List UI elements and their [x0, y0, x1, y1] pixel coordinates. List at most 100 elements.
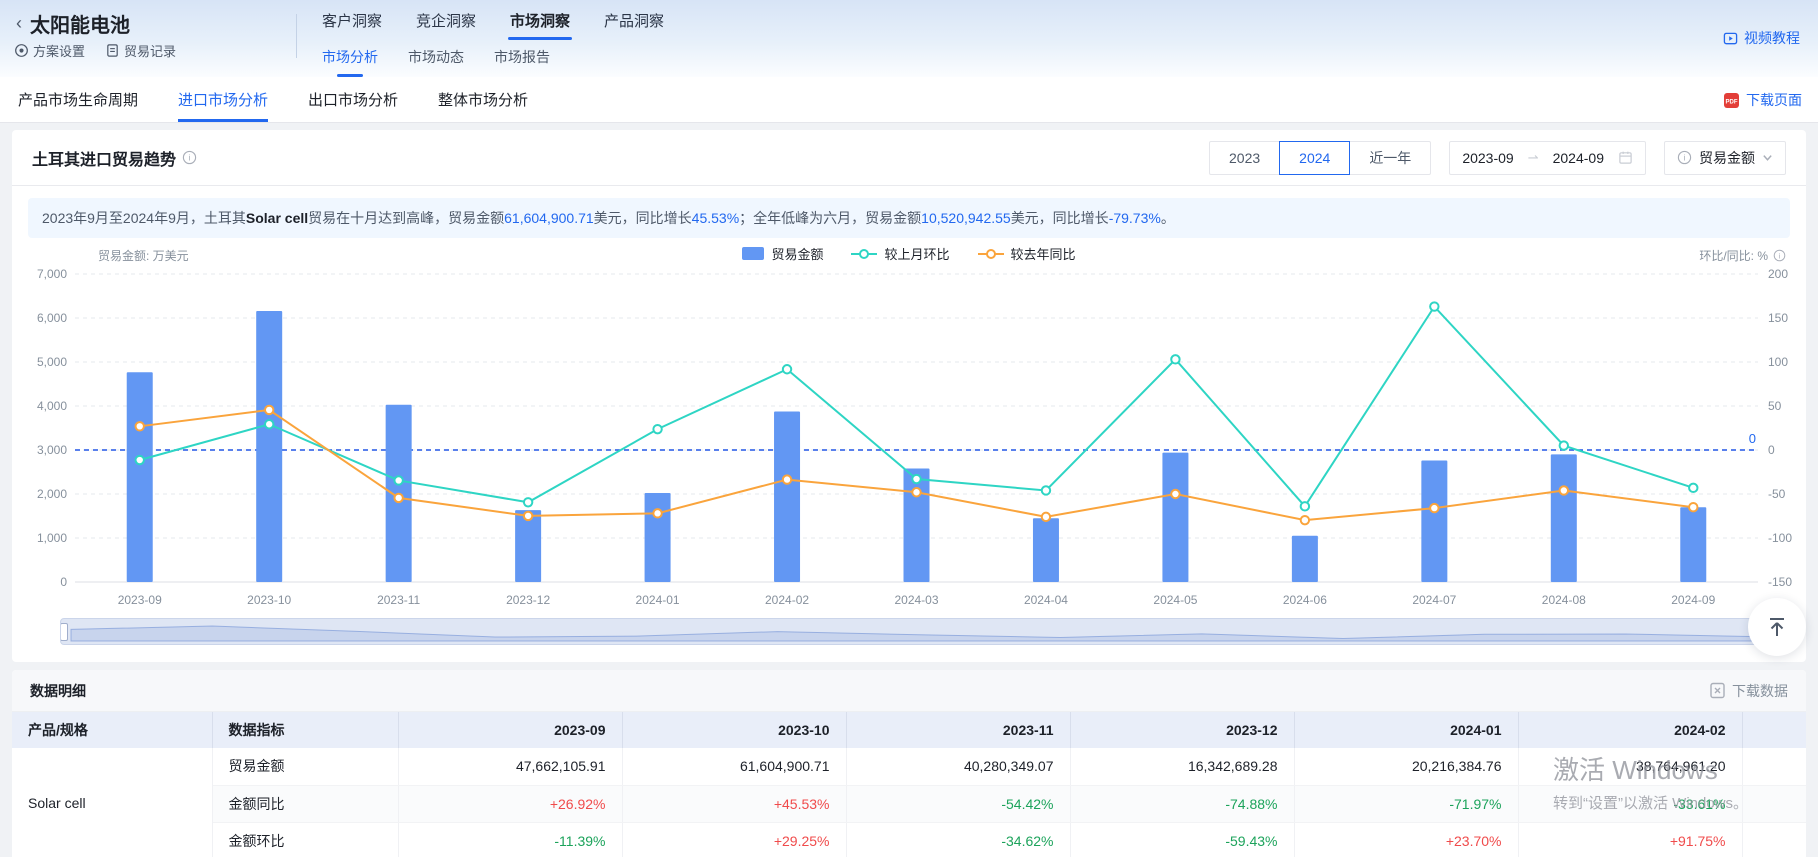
yoy-point[interactable]	[1171, 490, 1179, 498]
scheme-settings-button[interactable]: 方案设置	[14, 41, 85, 60]
mom-point[interactable]	[394, 476, 402, 484]
trade-amount-bar[interactable]	[1162, 453, 1188, 582]
svg-text:PDF: PDF	[1726, 99, 1738, 105]
mom-point[interactable]	[783, 365, 791, 373]
yoy-point[interactable]	[1689, 503, 1697, 511]
col-product-spec[interactable]: 产品/规格	[12, 712, 212, 748]
trade-records-button[interactable]: 贸易记录	[105, 41, 176, 60]
tab-competitor-insight[interactable]: 竞企洞察	[414, 6, 478, 40]
yoy-point[interactable]	[1301, 516, 1309, 524]
year-2024-button[interactable]: 2024	[1279, 141, 1350, 175]
mom-point[interactable]	[524, 498, 532, 506]
tab-market-insight[interactable]: 市场洞察	[508, 6, 572, 40]
chevron-down-icon	[1762, 152, 1773, 163]
trade-amount-bar[interactable]	[1551, 454, 1577, 582]
col-month[interactable]: 2023-11	[846, 712, 1070, 748]
trade-amount-bar[interactable]	[127, 372, 153, 582]
date-range-picker[interactable]: 2023-09 ⇀ 2024-09	[1449, 141, 1646, 175]
table-row: 金额同比+26.92%+45.53%-54.42%-74.88%-71.97%-…	[12, 785, 1806, 822]
mom-point[interactable]	[653, 425, 661, 433]
nav-product-lifecycle[interactable]: 产品市场生命周期	[18, 77, 138, 122]
yoy-point[interactable]	[653, 509, 661, 517]
col-month[interactable]: 2024-01	[1294, 712, 1518, 748]
mom-point[interactable]	[912, 475, 920, 483]
tab-product-insight[interactable]: 产品洞察	[602, 6, 666, 40]
trade-amount-bar[interactable]	[1421, 461, 1447, 582]
trade-amount-bar[interactable]	[1033, 518, 1059, 582]
x-axis-label: 2024-06	[1283, 593, 1327, 607]
trade-trend-chart[interactable]: 7,0002006,0001505,0001004,000503,00002,0…	[12, 266, 1806, 612]
nav-import-market-analysis[interactable]: 进口市场分析	[178, 77, 268, 122]
mom-point[interactable]	[136, 456, 144, 464]
metric-dropdown-value: 贸易金额	[1699, 148, 1755, 168]
year-button-group: 2023 2024 近一年	[1209, 141, 1431, 175]
yoy-point[interactable]	[394, 494, 402, 502]
nav-export-market-analysis[interactable]: 出口市场分析	[308, 77, 398, 122]
trade-amount-bar[interactable]	[1292, 536, 1318, 582]
chart-zoom-slider[interactable]	[60, 618, 1776, 645]
info-icon[interactable]: i	[182, 150, 197, 165]
tab-market-dynamics[interactable]: 市场动态	[406, 43, 466, 77]
col-month[interactable]: 2023-10	[622, 712, 846, 748]
year-2023-button[interactable]: 2023	[1209, 141, 1280, 175]
svg-text:4,000: 4,000	[37, 399, 67, 413]
mom-point[interactable]	[1171, 355, 1179, 363]
yoy-point[interactable]	[1560, 486, 1568, 494]
tab-market-analysis[interactable]: 市场分析	[320, 43, 380, 77]
recent-year-button[interactable]: 近一年	[1349, 141, 1431, 175]
trade-amount-bar[interactable]	[645, 493, 671, 582]
svg-text:-100: -100	[1768, 531, 1792, 545]
arrow-right-icon: ⇀	[1528, 150, 1539, 166]
value-cell: -71.97%	[1294, 785, 1518, 822]
mom-point[interactable]	[1042, 486, 1050, 494]
zoom-slider-overview-wave	[61, 619, 1776, 644]
col-indicator[interactable]: 数据指标	[212, 712, 398, 748]
summary-product: Solar cell	[246, 210, 308, 226]
yoy-point[interactable]	[912, 488, 920, 496]
metric-dropdown[interactable]: i 贸易金额	[1664, 141, 1786, 175]
tab-customer-insight[interactable]: 客户洞察	[320, 6, 384, 40]
x-axis-label: 2024-03	[894, 593, 938, 607]
market-analysis-nav: 产品市场生命周期 进口市场分析 出口市场分析 整体市场分析 PDF 下载页面	[0, 77, 1818, 123]
zoom-handle-left[interactable]	[60, 623, 68, 641]
x-axis-label: 2023-12	[506, 593, 550, 607]
indicator-cell: 贸易金额	[212, 748, 398, 785]
video-tutorial-button[interactable]: 视频教程	[1723, 28, 1800, 48]
yoy-point[interactable]	[1042, 513, 1050, 521]
date-range-end: 2024-09	[1553, 150, 1604, 166]
col-month[interactable]: 2023-09	[398, 712, 622, 748]
col-month[interactable]: 2023-12	[1070, 712, 1294, 748]
col-month[interactable]: 2024-02	[1518, 712, 1742, 748]
download-data-button[interactable]: 下载数据	[1709, 681, 1788, 701]
legend-yoy[interactable]: 较去年同比	[978, 244, 1076, 263]
tab-market-report[interactable]: 市场报告	[492, 43, 552, 77]
document-icon	[105, 43, 120, 58]
trade-amount-bar[interactable]	[1680, 507, 1706, 582]
mom-point[interactable]	[1430, 302, 1438, 310]
summary-low-growth: -79.73%	[1109, 210, 1161, 226]
yoy-point[interactable]	[136, 422, 144, 430]
back-icon[interactable]: ‹	[16, 13, 22, 34]
data-detail-title: 数据明细	[30, 681, 86, 701]
legend-trade-amount[interactable]: 贸易金额	[742, 244, 823, 263]
trade-amount-bar[interactable]	[904, 468, 930, 582]
mom-point[interactable]	[1301, 502, 1309, 510]
trade-amount-bar[interactable]	[774, 411, 800, 582]
svg-text:7,000: 7,000	[37, 267, 67, 281]
info-icon[interactable]: i	[1773, 249, 1786, 262]
trade-amount-bar[interactable]	[256, 311, 282, 582]
mom-point[interactable]	[265, 420, 273, 428]
yoy-point[interactable]	[265, 406, 273, 414]
value-cell: +23.70%	[1294, 822, 1518, 857]
mom-point[interactable]	[1689, 484, 1697, 492]
svg-text:1,000: 1,000	[37, 531, 67, 545]
yoy-point[interactable]	[524, 512, 532, 520]
legend-mom[interactable]: 较上月环比	[851, 244, 949, 263]
yoy-point[interactable]	[1430, 504, 1438, 512]
mom-point[interactable]	[1560, 441, 1568, 449]
sub-tabs: 市场分析 市场动态 市场报告	[320, 43, 552, 77]
nav-overall-market-analysis[interactable]: 整体市场分析	[438, 77, 528, 122]
yoy-point[interactable]	[783, 475, 791, 483]
back-to-top-button[interactable]	[1748, 598, 1806, 656]
download-page-button[interactable]: PDF 下载页面	[1723, 77, 1802, 123]
